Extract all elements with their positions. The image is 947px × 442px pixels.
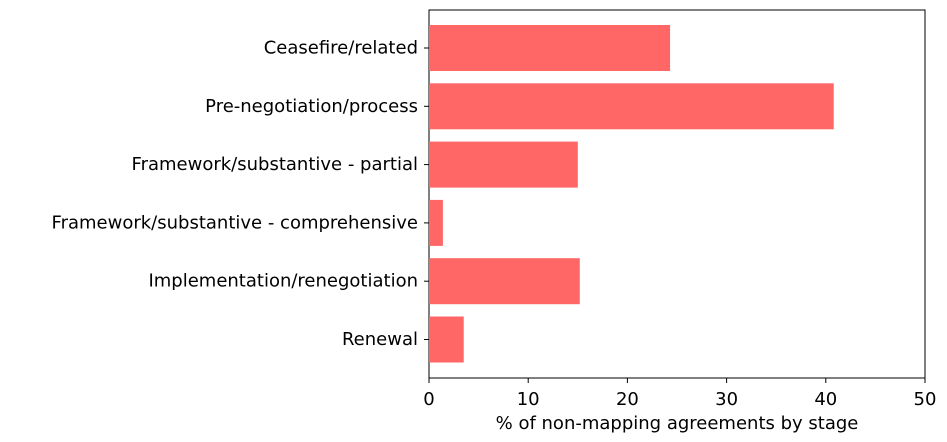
x-tick-label: 30: [715, 389, 738, 410]
bar: [429, 25, 671, 71]
x-tick-label: 40: [814, 389, 837, 410]
x-tick-label: 50: [914, 389, 937, 410]
y-axis: Ceasefire/related Pre-negotiation/process…: [52, 38, 429, 350]
bar: [429, 199, 443, 246]
x-axis-label: % of non-mapping agreements by stage: [496, 413, 859, 434]
y-tick-label: Implementation/renegotiation: [148, 271, 418, 292]
bar: [429, 141, 578, 188]
x-axis: 0 10 20 30 40 50: [423, 378, 936, 410]
bar: [429, 316, 464, 363]
x-tick-label: 10: [517, 389, 540, 410]
y-tick-label: Framework/substantive - comprehensive: [52, 212, 418, 233]
bar: [429, 83, 834, 130]
bars-group: [429, 25, 834, 363]
x-tick-label: 20: [616, 389, 639, 410]
x-tick-label: 0: [423, 389, 434, 410]
y-tick-label: Renewal: [342, 329, 418, 350]
y-tick-label: Ceasefire/related: [264, 38, 418, 59]
y-tick-label: Framework/substantive - partial: [132, 154, 418, 175]
y-tick-label: Pre-negotiation/process: [205, 96, 418, 117]
bar: [429, 258, 580, 305]
plot-frame: [428, 9, 926, 379]
